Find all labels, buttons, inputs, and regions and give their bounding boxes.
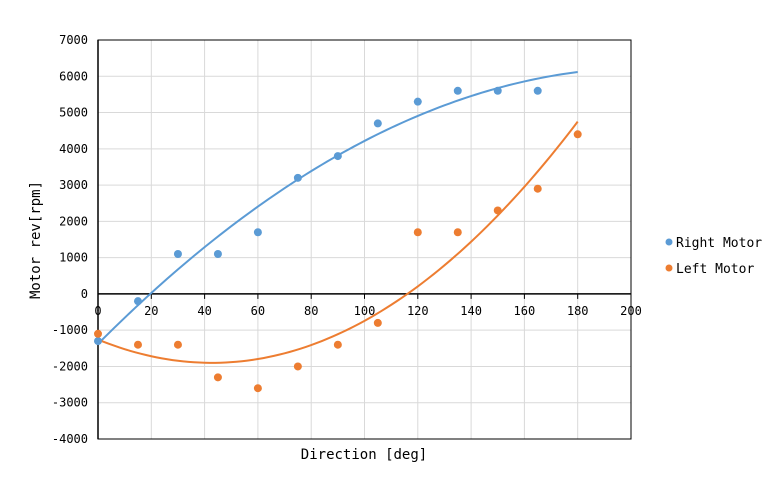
point-left-motor [253, 384, 262, 393]
y-tick-label: -2000 [52, 359, 88, 373]
legend-marker [665, 238, 673, 246]
point-left-motor [333, 340, 342, 349]
point-right-motor [533, 86, 542, 95]
y-tick-label: 3000 [59, 178, 88, 192]
y-tick-label: 4000 [59, 142, 88, 156]
point-right-motor [133, 297, 142, 306]
point-left-motor [493, 206, 502, 215]
point-left-motor [94, 329, 102, 338]
y-tick-label: 1000 [59, 251, 88, 265]
x-axis-title: Direction [deg] [301, 447, 427, 463]
y-tick-labels: -4000 -3000 -2000 -1000 0 1000 2000 3000 4000 500… [52, 33, 88, 446]
y-tick-label: 6000 [59, 69, 88, 83]
data-points [94, 86, 582, 393]
point-right-motor [373, 119, 382, 128]
x-tick-label: 200 [620, 304, 642, 318]
point-right-motor [333, 152, 342, 161]
legend: Right Motor Left Motor [665, 236, 762, 277]
y-tick-label: 0 [81, 287, 88, 301]
point-left-motor [413, 228, 422, 237]
x-tick-label: 120 [407, 304, 429, 318]
point-right-motor [94, 337, 102, 346]
point-left-motor [213, 373, 222, 382]
point-left-motor [373, 318, 382, 327]
x-tick-labels: 0 20 40 60 80 100 120 140 160 180 200 [94, 304, 641, 318]
trendline-left-motor [97, 121, 579, 364]
x-tick-label: 40 [197, 304, 211, 318]
point-left-motor [293, 362, 302, 371]
x-tick-label: 60 [251, 304, 265, 318]
x-tick-label: 160 [514, 304, 536, 318]
x-tick-label: 20 [144, 304, 158, 318]
point-right-motor [173, 250, 182, 259]
point-left-motor [133, 340, 142, 349]
trendlines [97, 70, 579, 364]
point-right-motor [413, 97, 422, 106]
point-left-motor [453, 228, 462, 237]
y-tick-label: -3000 [52, 396, 88, 410]
point-right-motor [213, 250, 222, 259]
legend-label: Right Motor [676, 236, 762, 251]
y-tick-label: -4000 [52, 432, 88, 446]
x-tick-label: 0 [94, 304, 101, 318]
y-tick-label: 5000 [59, 106, 88, 120]
point-right-motor [453, 86, 462, 95]
y-tick-label: 7000 [59, 33, 88, 47]
point-left-motor [573, 130, 582, 139]
x-tick-label: 140 [460, 304, 482, 318]
legend-label: Left Motor [676, 262, 754, 277]
point-right-motor [493, 86, 502, 95]
point-left-motor [533, 184, 542, 193]
x-tick-label: 100 [354, 304, 376, 318]
point-right-motor [293, 173, 302, 182]
point-left-motor [173, 340, 182, 349]
legend-marker [665, 264, 673, 272]
x-tick-label: 80 [304, 304, 318, 318]
gridlines [97, 39, 632, 440]
x-tick-label: 180 [567, 304, 589, 318]
y-tick-label: 2000 [59, 214, 88, 228]
y-tick-label: -1000 [52, 323, 88, 337]
point-right-motor [253, 228, 262, 237]
axes [97, 39, 632, 440]
y-axis-title: Motor rev[rpm] [28, 181, 44, 299]
